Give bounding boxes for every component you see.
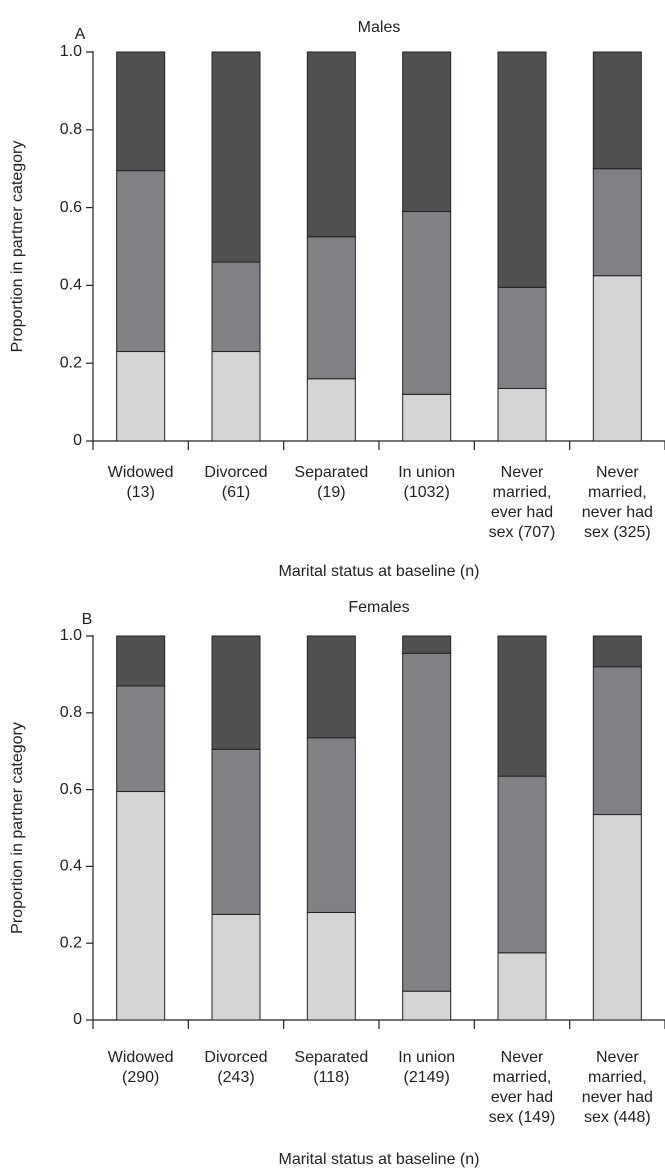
- x-tick-label: In union: [398, 464, 455, 481]
- x-tick-label: (290): [122, 1069, 159, 1086]
- bar-segment: [211, 913, 261, 1021]
- bar-segment: [497, 635, 547, 777]
- y-tick-label: 0: [73, 432, 82, 449]
- bar-segment: [402, 990, 452, 1021]
- x-tick-label: (118): [313, 1069, 349, 1086]
- bar-segment: [592, 814, 642, 1021]
- bar-segment: [592, 168, 642, 277]
- bar-segment: [211, 351, 261, 442]
- bar-segment: [116, 170, 166, 353]
- x-tick-label: Never: [501, 464, 544, 481]
- x-tick-label: married,: [493, 484, 552, 501]
- y-tick-label: 0.4: [60, 858, 82, 875]
- x-tick-label: Separated: [294, 1049, 368, 1066]
- bar-segment: [211, 261, 261, 353]
- x-tick-label: Never: [596, 464, 639, 481]
- bar-segment: [306, 911, 356, 1021]
- y-tick-label: 0.6: [60, 781, 82, 798]
- bar-segment: [402, 652, 452, 992]
- y-tick-label: 1.0: [60, 627, 82, 644]
- y-tick-label: 0.8: [60, 704, 82, 721]
- bar-segment: [306, 51, 356, 238]
- bar-segment: [116, 635, 166, 687]
- x-tick-label: ever had: [491, 1089, 553, 1106]
- x-tick-label: Separated: [294, 464, 368, 481]
- x-tick-label: sex (325): [584, 524, 651, 541]
- bar-segment: [592, 51, 642, 170]
- bar-segment: [497, 952, 547, 1021]
- x-tick-label: Widowed: [108, 464, 174, 481]
- x-tick-label: sex (448): [584, 1109, 651, 1126]
- bar-segment: [306, 635, 356, 739]
- bar-segment: [592, 635, 642, 668]
- x-tick-label: sex (149): [489, 1109, 556, 1126]
- bar-segment: [592, 275, 642, 442]
- x-axis-title: Marital status at baseline (n): [279, 563, 480, 580]
- bar-segment: [211, 51, 261, 263]
- y-tick-label: 0.6: [60, 199, 82, 216]
- bar-segment: [497, 387, 547, 442]
- bar-segment: [116, 685, 166, 793]
- panel-label: B: [82, 611, 93, 628]
- x-axis-title: Marital status at baseline (n): [279, 1151, 480, 1168]
- bar-segment: [211, 748, 261, 915]
- y-axis-title: Proportion in partner category: [9, 141, 26, 353]
- y-tick-label: 1.0: [60, 43, 82, 60]
- x-tick-label: married,: [588, 484, 647, 501]
- x-tick-label: Never: [501, 1049, 544, 1066]
- chart-title: Females: [348, 599, 409, 616]
- bar-segment: [116, 351, 166, 442]
- bar-segment: [116, 791, 166, 1021]
- bar-segment: [402, 393, 452, 442]
- x-tick-label: Divorced: [204, 1049, 267, 1066]
- x-tick-label: In union: [398, 1049, 455, 1066]
- bar-segment: [592, 666, 642, 816]
- y-axis-title: Proportion in partner category: [9, 722, 26, 934]
- x-tick-label: ever had: [491, 504, 553, 521]
- y-tick-label: 0.8: [60, 121, 82, 138]
- bar-segment: [116, 51, 166, 172]
- y-tick-label: 0.2: [60, 354, 82, 371]
- y-tick-label: 0: [73, 1011, 82, 1028]
- x-tick-label: sex (707): [489, 524, 556, 541]
- chart-title: Males: [358, 19, 401, 36]
- x-tick-label: Divorced: [204, 464, 267, 481]
- bar-segment: [402, 635, 452, 654]
- x-tick-label: (13): [126, 484, 154, 501]
- bar-segment: [306, 737, 356, 913]
- x-tick-label: (61): [222, 484, 250, 501]
- x-tick-label: (2149): [404, 1069, 450, 1086]
- panel-label: A: [75, 26, 86, 43]
- bar-segment: [497, 775, 547, 954]
- x-tick-label: married,: [493, 1069, 552, 1086]
- bar-segment: [497, 51, 547, 288]
- bar-segment: [306, 378, 356, 442]
- x-tick-label: Never: [596, 1049, 639, 1066]
- x-tick-label: (19): [317, 484, 345, 501]
- bar-segment: [402, 51, 452, 212]
- bar-segment: [306, 236, 356, 380]
- x-tick-label: (243): [217, 1069, 254, 1086]
- bar-segment: [497, 286, 547, 389]
- bar-segment: [211, 635, 261, 750]
- x-tick-label: never had: [582, 1089, 653, 1106]
- y-tick-label: 0.2: [60, 934, 82, 951]
- x-tick-label: Widowed: [108, 1049, 174, 1066]
- y-tick-label: 0.4: [60, 277, 82, 294]
- x-tick-label: never had: [582, 504, 653, 521]
- bar-segment: [402, 210, 452, 395]
- x-tick-label: married,: [588, 1069, 647, 1086]
- x-tick-label: (1032): [404, 484, 450, 501]
